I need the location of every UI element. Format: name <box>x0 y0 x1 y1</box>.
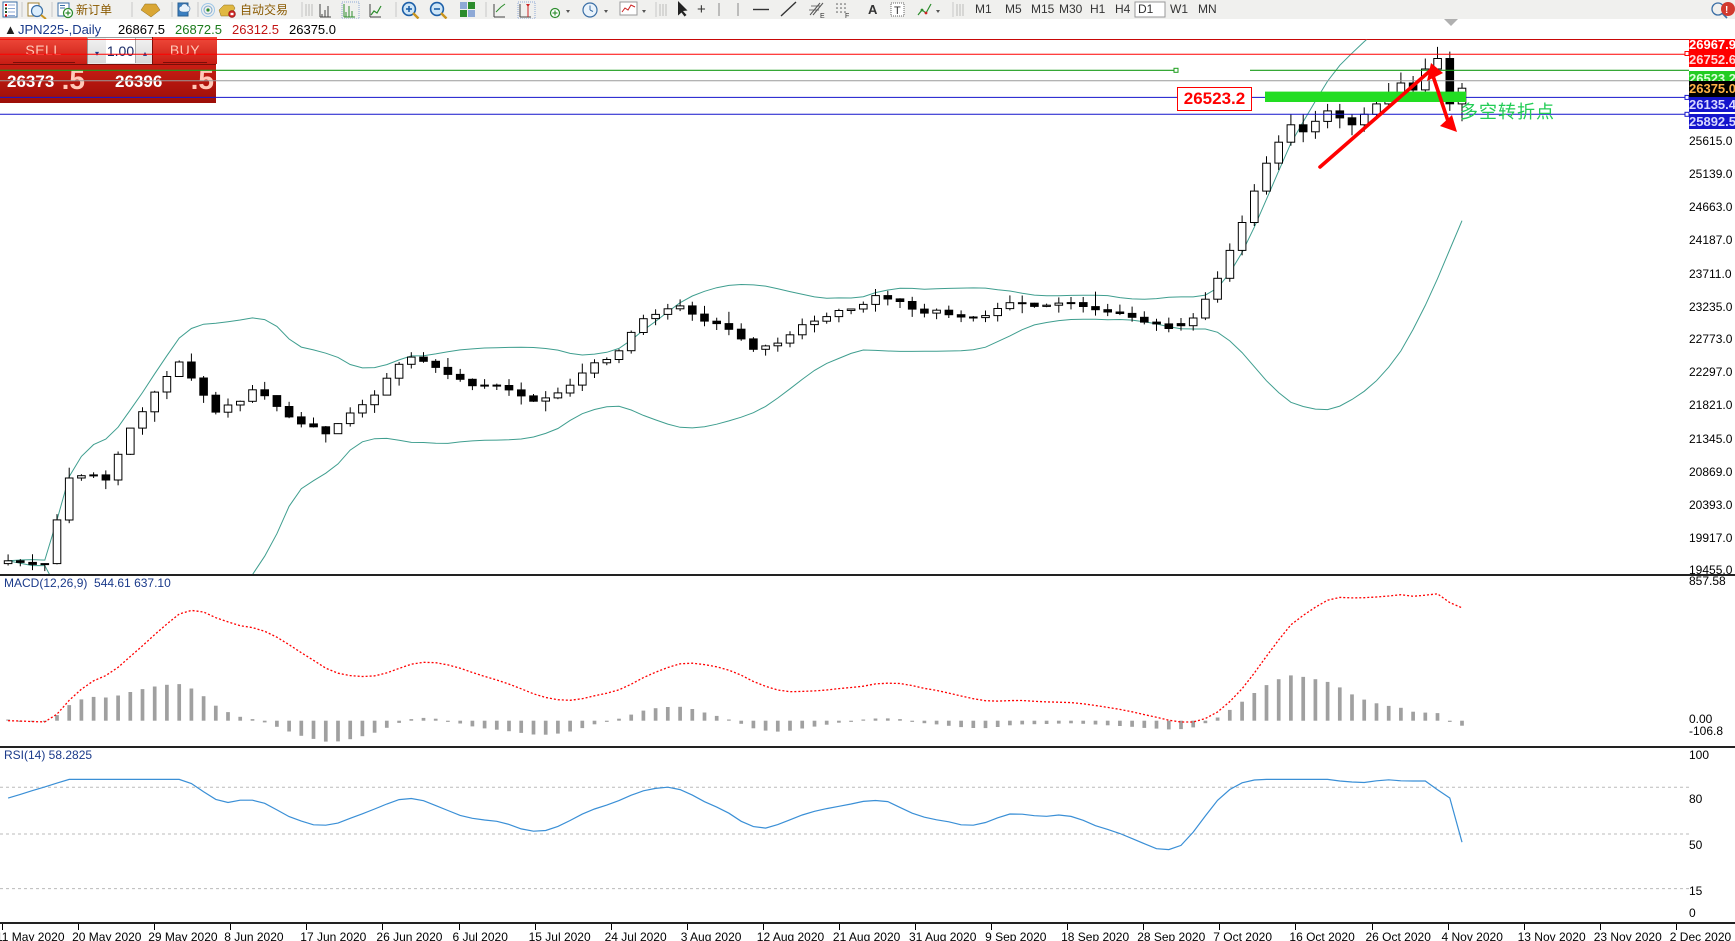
svg-text:自动交易: 自动交易 <box>240 2 288 17</box>
svg-text:M30: M30 <box>1059 2 1083 16</box>
svg-text:MN: MN <box>1198 2 1217 16</box>
svg-text:新订单: 新订单 <box>76 2 112 17</box>
svg-text:M5: M5 <box>1005 2 1022 16</box>
svg-text:!: ! <box>1725 5 1728 16</box>
svg-text:M15: M15 <box>1031 2 1055 16</box>
svg-text:W1: W1 <box>1170 2 1188 16</box>
svg-text:D1: D1 <box>1138 2 1154 16</box>
svg-text:T: T <box>894 5 901 17</box>
svg-text:A: A <box>868 2 878 17</box>
svg-text:H1: H1 <box>1090 2 1106 16</box>
svg-text:+: + <box>697 1 706 18</box>
svg-text:M1: M1 <box>975 2 992 16</box>
svg-text:H4: H4 <box>1115 2 1131 16</box>
